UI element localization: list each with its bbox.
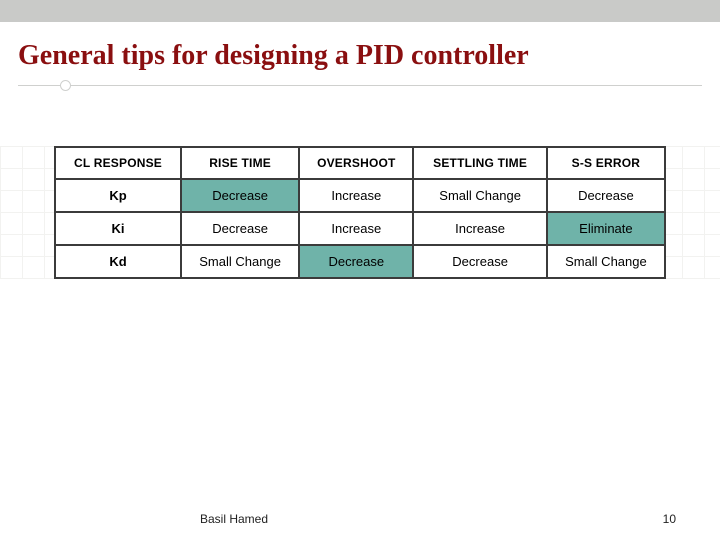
col-rise-time: RISE TIME: [181, 147, 299, 179]
rule-dot-icon: [60, 80, 71, 91]
table-row: Kp Decrease Increase Small Change Decrea…: [55, 179, 665, 212]
title-area: General tips for designing a PID control…: [0, 22, 720, 98]
top-bar: [0, 0, 720, 22]
cell-ki-sserror: Eliminate: [547, 212, 665, 245]
row-label-kp: Kp: [55, 179, 181, 212]
cell-kp-settling: Small Change: [413, 179, 546, 212]
cell-kp-sserror: Decrease: [547, 179, 665, 212]
cell-kp-rise: Decrease: [181, 179, 299, 212]
cell-kd-sserror: Small Change: [547, 245, 665, 278]
table-row: Ki Decrease Increase Increase Eliminate: [55, 212, 665, 245]
footer-page-number: 10: [663, 512, 676, 526]
cell-ki-overshoot: Increase: [299, 212, 413, 245]
footer: Basil Hamed 10: [0, 512, 720, 526]
rule-line: [18, 85, 702, 86]
col-settling-time: SETTLING TIME: [413, 147, 546, 179]
col-ss-error: S-S ERROR: [547, 147, 665, 179]
footer-author: Basil Hamed: [200, 512, 268, 526]
row-label-ki: Ki: [55, 212, 181, 245]
pid-effects-table: CL RESPONSE RISE TIME OVERSHOOT SETTLING…: [54, 146, 666, 279]
table-header-row: CL RESPONSE RISE TIME OVERSHOOT SETTLING…: [55, 147, 665, 179]
content-area: CL RESPONSE RISE TIME OVERSHOOT SETTLING…: [0, 146, 720, 279]
cell-ki-settling: Increase: [413, 212, 546, 245]
table-holder: CL RESPONSE RISE TIME OVERSHOOT SETTLING…: [20, 146, 700, 279]
title-rule: [18, 78, 702, 92]
page-title: General tips for designing a PID control…: [18, 40, 702, 72]
cell-kd-overshoot: Decrease: [299, 245, 413, 278]
col-cl-response: CL RESPONSE: [55, 147, 181, 179]
cell-kd-rise: Small Change: [181, 245, 299, 278]
table-row: Kd Small Change Decrease Decrease Small …: [55, 245, 665, 278]
cell-ki-rise: Decrease: [181, 212, 299, 245]
row-label-kd: Kd: [55, 245, 181, 278]
col-overshoot: OVERSHOOT: [299, 147, 413, 179]
cell-kd-settling: Decrease: [413, 245, 546, 278]
cell-kp-overshoot: Increase: [299, 179, 413, 212]
